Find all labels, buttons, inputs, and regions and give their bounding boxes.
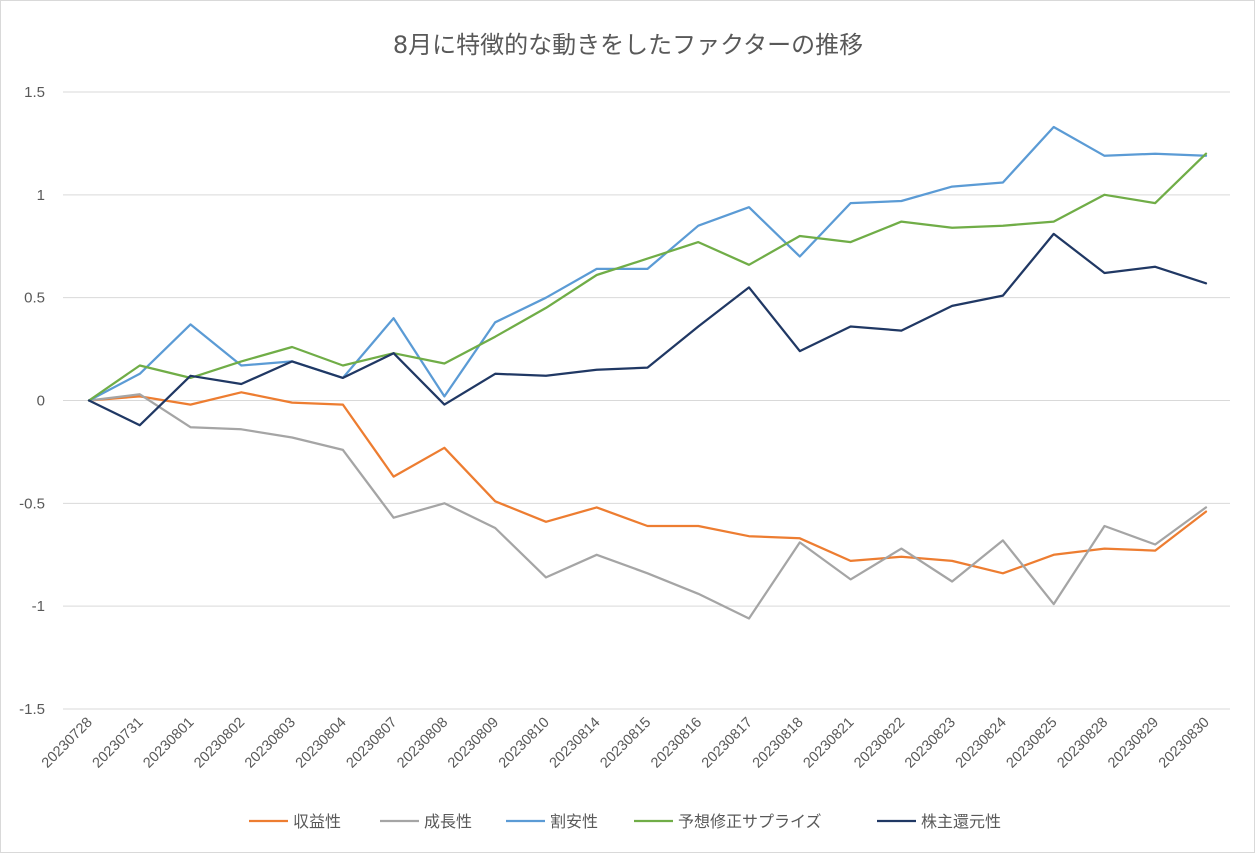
x-tick-label: 20230825 xyxy=(1004,715,1061,772)
legend-label: 予想修正サプライズ xyxy=(678,812,822,831)
series-line-2 xyxy=(87,125,1208,402)
series-line-0 xyxy=(87,391,1208,575)
x-tick-label: 20230731 xyxy=(90,715,147,772)
x-tick-label: 20230829 xyxy=(1105,715,1162,772)
y-axis-ticks: 1.5 1 0.5 0 -0.5 -1 -1.5 xyxy=(19,84,45,718)
legend: 収益性 成長性 割安性 予想修正サプライズ 株主還元性 xyxy=(249,812,1001,831)
x-tick-label: 20230814 xyxy=(547,715,604,772)
x-tick-label: 20230828 xyxy=(1054,715,1111,772)
series-line-4 xyxy=(87,232,1208,427)
series-line-3 xyxy=(87,152,1208,402)
series-lines xyxy=(87,125,1208,620)
gridlines xyxy=(63,91,1230,710)
legend-label: 割安性 xyxy=(550,812,598,831)
y-tick-label: -0.5 xyxy=(19,495,45,512)
y-tick-label: 0 xyxy=(37,393,45,410)
legend-label: 成長性 xyxy=(424,812,472,831)
x-tick-label: 20230809 xyxy=(445,715,502,772)
y-tick-label: 1.5 xyxy=(24,84,45,101)
x-tick-label: 20230804 xyxy=(293,715,350,772)
y-tick-label: -1.5 xyxy=(19,701,45,718)
y-tick-label: 0.5 xyxy=(24,290,45,307)
x-tick-label: 20230803 xyxy=(242,715,299,772)
x-tick-label: 20230824 xyxy=(953,715,1010,772)
legend-label: 収益性 xyxy=(293,812,341,831)
x-tick-label: 20230807 xyxy=(344,715,401,772)
x-tick-label: 20230808 xyxy=(394,715,451,772)
x-tick-label: 20230822 xyxy=(851,715,908,772)
x-tick-label: 20230728 xyxy=(39,715,96,772)
x-tick-label: 20230830 xyxy=(1156,715,1213,772)
x-tick-label: 20230818 xyxy=(750,715,807,772)
y-tick-label: 1 xyxy=(37,187,45,204)
x-tick-label: 20230815 xyxy=(597,715,654,772)
series-line-1 xyxy=(87,393,1208,620)
x-axis-ticks: 2023072820230731202308012023080220230803… xyxy=(39,715,1213,772)
x-tick-label: 20230810 xyxy=(496,715,553,772)
x-tick-label: 20230801 xyxy=(140,715,197,772)
x-tick-label: 20230823 xyxy=(902,715,959,772)
legend-label: 株主還元性 xyxy=(921,812,1001,831)
x-tick-label: 20230816 xyxy=(648,715,705,772)
chart-title: 8月に特徴的な動きをしたファクターの推移 xyxy=(393,31,863,59)
x-tick-label: 20230817 xyxy=(699,715,756,772)
y-tick-label: -1 xyxy=(32,598,45,615)
x-tick-label: 20230802 xyxy=(191,715,248,772)
x-tick-label: 20230821 xyxy=(800,715,857,772)
